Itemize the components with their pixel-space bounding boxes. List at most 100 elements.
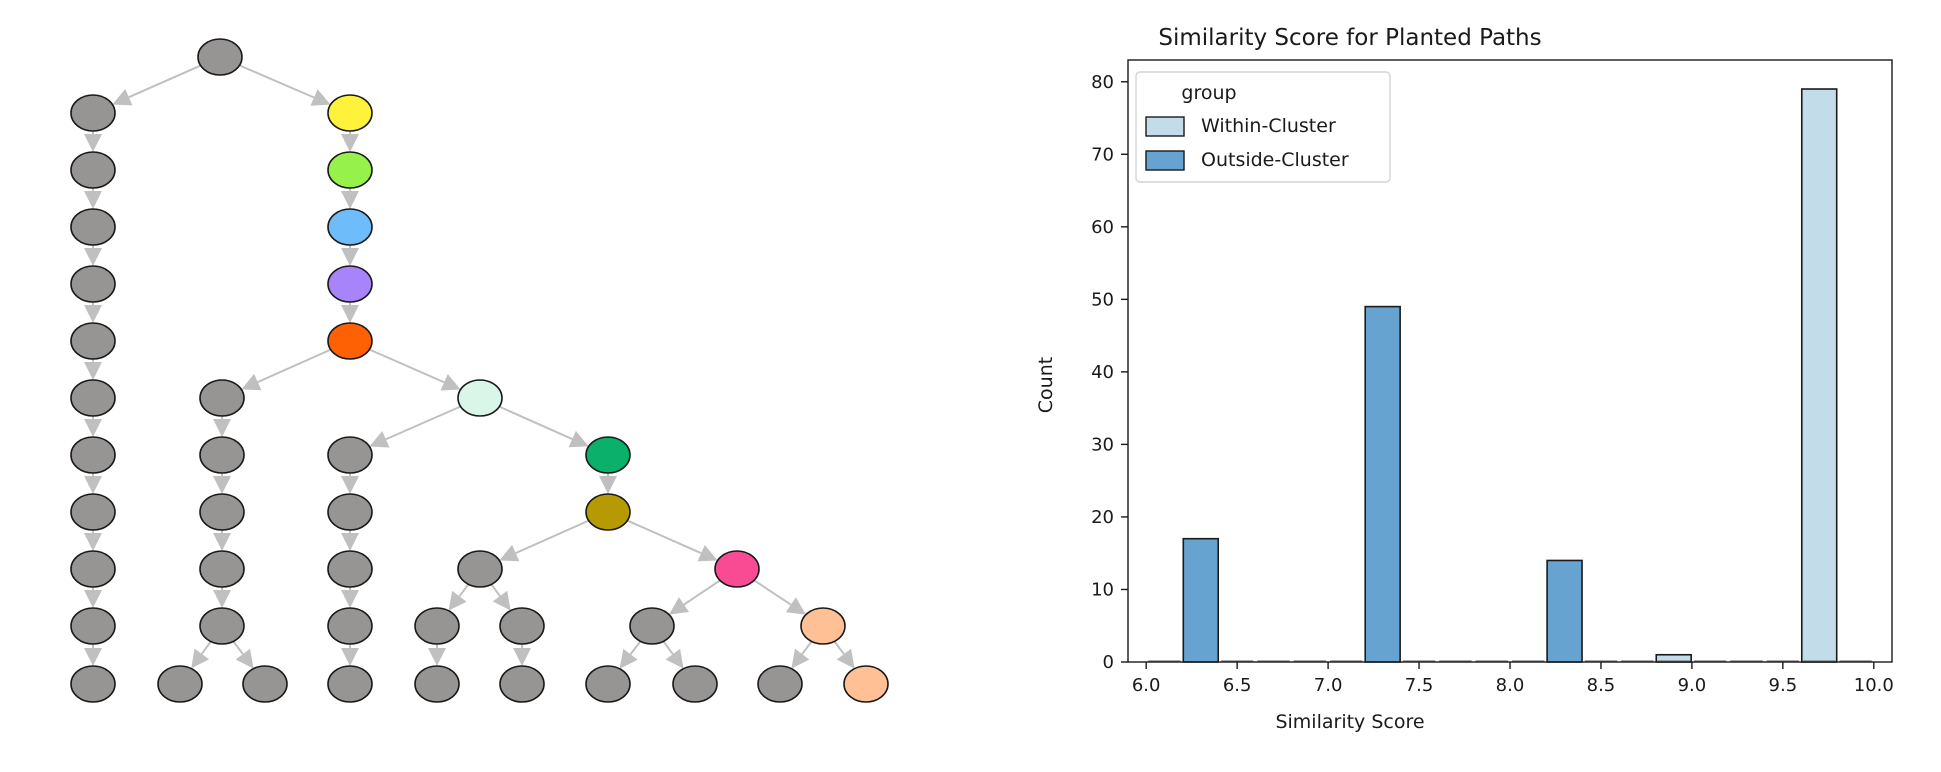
tree-node-L6	[70, 379, 116, 417]
legend-label-outside: Outside-Cluster	[1201, 149, 1349, 171]
tree-edge	[448, 583, 470, 611]
x-axis: 6.0 6.5 7.0 7.5 8.0 8.5 9.0 9.5 10.0	[1132, 662, 1894, 696]
legend-label-within: Within-Cluster	[1201, 115, 1336, 137]
tree-edge	[84, 302, 102, 323]
tree-edges	[84, 64, 855, 669]
tree-node-B3	[327, 550, 373, 588]
legend-swatch-within	[1145, 116, 1185, 137]
tree-node-pe	[800, 607, 846, 645]
x-tick-label: 8.0	[1496, 675, 1525, 696]
legend-title: group	[1181, 82, 1236, 104]
x-tick-label: 6.5	[1223, 675, 1252, 696]
y-axis: 0 10 20 30 40 50 60 70 80	[1091, 72, 1128, 673]
y-tick-label: 20	[1091, 507, 1114, 528]
tree-edge	[84, 359, 102, 380]
tree-node-y	[327, 94, 373, 132]
tree-node-pk	[714, 550, 760, 588]
tree-edge	[341, 245, 359, 266]
tree-node-C3	[414, 665, 460, 703]
tree-edge	[213, 530, 231, 551]
tree-edge	[833, 640, 855, 669]
tree-edge	[669, 579, 721, 615]
tree-edge	[191, 640, 212, 669]
tree-node-L8	[70, 493, 116, 531]
tree-edge	[341, 587, 359, 608]
tree-node-A3	[199, 493, 245, 531]
tree-node-L10	[70, 607, 116, 645]
tree-node-C2	[414, 607, 460, 645]
tree-edge	[662, 640, 684, 669]
tree-node-A5	[199, 607, 245, 645]
y-tick-label: 10	[1091, 579, 1114, 600]
tree-edge	[84, 245, 102, 266]
x-tick-label: 10.0	[1854, 675, 1894, 696]
x-tick-label: 8.5	[1587, 675, 1616, 696]
legend-box	[1135, 71, 1391, 183]
tree-node-m	[457, 379, 503, 417]
y-axis-label: Count	[1035, 357, 1057, 413]
y-tick-label: 40	[1091, 362, 1114, 383]
tree-node-E2	[843, 665, 889, 703]
tree-nodes	[70, 38, 889, 703]
tree-edge	[84, 587, 102, 608]
tree-node-dg	[585, 436, 631, 474]
tree-node-C1	[457, 550, 503, 588]
tree-edge	[626, 519, 718, 562]
tree-edge	[499, 519, 590, 562]
tree-node-L3	[70, 208, 116, 246]
tree-node-A6	[157, 665, 203, 703]
tree-node-B1	[327, 436, 373, 474]
bars	[1148, 88, 1872, 663]
tree-node-D1	[629, 607, 675, 645]
tree-node-g	[327, 151, 373, 189]
plot-frame	[1127, 59, 1893, 663]
tree-node-o	[327, 322, 373, 360]
tree-edge	[490, 583, 511, 611]
tree-edge	[513, 644, 531, 666]
tree-edge	[753, 579, 806, 615]
y-tick-label: 70	[1091, 144, 1114, 165]
y-tick-label: 60	[1091, 217, 1114, 238]
tree-edge	[84, 530, 102, 551]
x-tick-label: 7.5	[1405, 675, 1434, 696]
x-tick-label: 6.0	[1132, 675, 1161, 696]
tree-node-C4	[499, 607, 545, 645]
tree-edge	[84, 131, 102, 152]
x-tick-label: 9.5	[1769, 675, 1798, 696]
bar-outside-6	[1364, 305, 1401, 663]
tree-node-L11	[70, 665, 116, 703]
tree-node-L7	[70, 436, 116, 474]
tree-edge	[428, 644, 446, 666]
tree-node-L1	[70, 94, 116, 132]
tree-node-A4	[199, 550, 245, 588]
tree-edge	[619, 640, 642, 669]
y-tick-label: 80	[1091, 72, 1114, 93]
tree-edge	[791, 640, 813, 669]
tree-diagram	[70, 38, 889, 703]
tree-node-B4	[327, 607, 373, 645]
tree-edge	[341, 302, 359, 323]
tree-edge	[341, 131, 359, 152]
chart-title: Similarity Score for Planted Paths	[1158, 25, 1541, 51]
x-tick-label: 7.0	[1314, 675, 1343, 696]
tree-edge	[232, 640, 254, 669]
tree-node-r	[197, 38, 243, 76]
tree-edge	[213, 473, 231, 494]
tree-edge	[239, 64, 331, 106]
tree-node-L4	[70, 265, 116, 303]
tree-edge	[599, 473, 617, 494]
tree-node-L9	[70, 550, 116, 588]
tree-node-b	[327, 208, 373, 246]
tree-node-A7	[242, 665, 288, 703]
tree-edge	[84, 644, 102, 666]
tree-node-L2	[70, 151, 116, 189]
tree-edge	[341, 530, 359, 551]
tree-node-C5	[499, 665, 545, 703]
tree-edge	[213, 416, 231, 437]
tree-edge	[341, 473, 359, 494]
tree-node-E1	[757, 665, 803, 703]
tree-node-ol	[585, 493, 631, 531]
tree-edge	[213, 587, 231, 608]
bar-outside-1	[1182, 537, 1220, 663]
